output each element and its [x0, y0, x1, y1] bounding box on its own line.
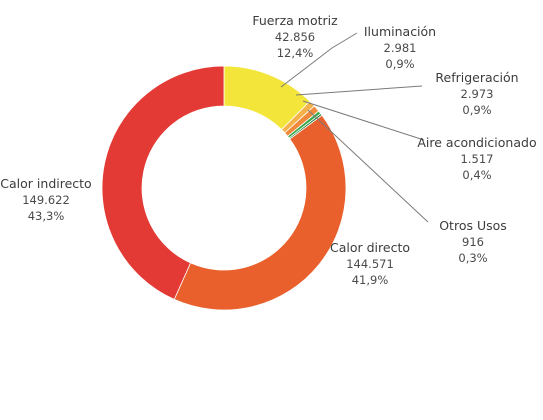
slice-label-otros-usos: Otros Usos 916 0,3% — [439, 218, 507, 265]
label-value: 1.517 — [461, 152, 494, 166]
leader-line-refrigeracion — [295, 85, 423, 96]
label-value: 2.973 — [461, 87, 494, 101]
label-name: Calor indirecto — [0, 176, 91, 191]
label-percent: 0,9% — [385, 57, 414, 71]
slice-calor-directo — [173, 114, 347, 311]
label-percent: 0,3% — [458, 251, 487, 265]
slice-label-fuerza-motriz: Fuerza motriz 42.856 12,4% — [252, 13, 338, 60]
label-name: Fuerza motriz — [252, 13, 338, 28]
label-name: Aire acondicionado — [417, 135, 536, 150]
slice-label-calor-directo: Calor directo 144.571 41,9% — [330, 240, 410, 287]
slice-label-refrigeracion: Refrigeración 2.973 0,9% — [435, 70, 518, 117]
label-name: Otros Usos — [439, 218, 507, 233]
label-name: Refrigeración — [435, 70, 518, 85]
label-percent: 43,3% — [28, 209, 65, 223]
leader-line-iluminacion — [280, 32, 358, 88]
label-percent: 0,4% — [462, 168, 491, 182]
label-percent: 41,9% — [352, 273, 389, 287]
leader-line-otros-usos — [307, 109, 429, 223]
label-value: 144.571 — [346, 257, 394, 271]
slice-label-calor-indirecto: Calor indirecto 149.622 43,3% — [0, 176, 91, 223]
label-value: 2.981 — [384, 41, 417, 55]
label-name: Iluminación — [364, 24, 436, 39]
slice-calor-indirecto — [101, 65, 225, 300]
label-percent: 0,9% — [462, 103, 491, 117]
label-value: 42.856 — [275, 30, 315, 44]
slice-label-aire-acondicionado: Aire acondicionado 1.517 0,4% — [417, 135, 536, 182]
slice-label-iluminacion: Iluminación 2.981 0,9% — [364, 24, 436, 71]
leader-line-aire-acondicionado — [302, 100, 425, 141]
label-value: 916 — [462, 235, 484, 249]
label-name: Calor directo — [330, 240, 410, 255]
donut-slices — [101, 65, 347, 311]
label-value: 149.622 — [22, 193, 70, 207]
label-percent: 12,4% — [277, 46, 314, 60]
leader-lines — [280, 32, 429, 223]
